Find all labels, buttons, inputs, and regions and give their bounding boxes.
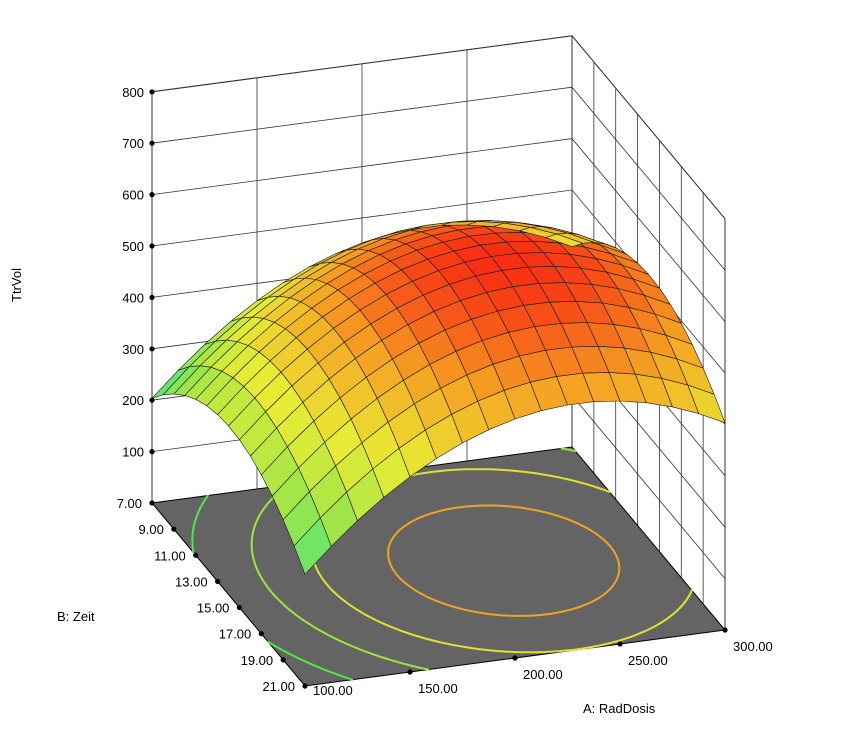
surface-patch <box>545 233 584 247</box>
z-tick-label: 200 <box>122 393 144 408</box>
z-tick-dot <box>149 243 155 249</box>
z-tick-dot <box>149 294 155 300</box>
z-tick-dot <box>149 192 155 198</box>
z-tick-label: 300 <box>122 342 144 357</box>
z-tick-label: 400 <box>122 290 144 305</box>
x-tick-label: 100.00 <box>313 683 353 698</box>
response-surface <box>151 220 726 575</box>
y-tick-dot <box>171 526 177 532</box>
y-tick-dot <box>193 552 199 558</box>
z-tick-label: 100 <box>122 445 144 460</box>
x-tick-dot <box>722 627 728 633</box>
x-tick-label: 150.00 <box>418 681 458 696</box>
contour-line-300 <box>191 494 354 681</box>
x-tick-label: 300.00 <box>733 639 773 654</box>
z-tick-label: 800 <box>122 85 144 100</box>
z-tick-dot <box>149 346 155 352</box>
y-tick-label: 11.00 <box>154 548 186 563</box>
y-tick-dot <box>302 683 308 689</box>
z-tick-label: 600 <box>122 188 144 203</box>
z-tick-label: 500 <box>122 239 144 254</box>
z-tick-dot <box>149 397 155 403</box>
contour-line-550 <box>387 504 621 617</box>
x-axis-title: A: RadDosis <box>583 701 656 716</box>
z-tick-dot <box>149 449 155 455</box>
y-tick-label: 17.00 <box>219 627 252 642</box>
z-tick-dot <box>149 89 155 95</box>
x-tick-label: 200.00 <box>523 667 563 682</box>
z-axis-title: TtrVol <box>9 268 24 302</box>
y-tick-label: 15.00 <box>197 601 230 616</box>
x-tick-dot <box>407 669 413 675</box>
tick-labels: 100 200 300 400 500 600 700 800 7.00 9.00 11.00 13.… <box>117 85 773 698</box>
y-tick-label: 7.00 <box>117 496 142 511</box>
y-tick-dot <box>236 604 243 611</box>
y-axis-title: B: Zeit <box>57 609 95 624</box>
x-tick-dot <box>512 655 518 661</box>
y-tick-label: 9.00 <box>139 522 164 537</box>
y-tick-label: 13.00 <box>175 574 208 589</box>
y-tick-dot <box>258 631 264 637</box>
axes <box>149 89 728 689</box>
z-tick-dot <box>149 140 155 146</box>
y-tick-label: 21.00 <box>262 679 295 694</box>
z-tick-label: 700 <box>122 136 144 151</box>
y-tick-dot <box>214 578 221 585</box>
y-tick-dot <box>280 657 286 663</box>
x-tick-label: 250.00 <box>628 653 668 668</box>
x-tick-dot <box>617 641 623 647</box>
y-tick-dot <box>149 500 155 506</box>
y-tick-label: 19.00 <box>241 653 274 668</box>
